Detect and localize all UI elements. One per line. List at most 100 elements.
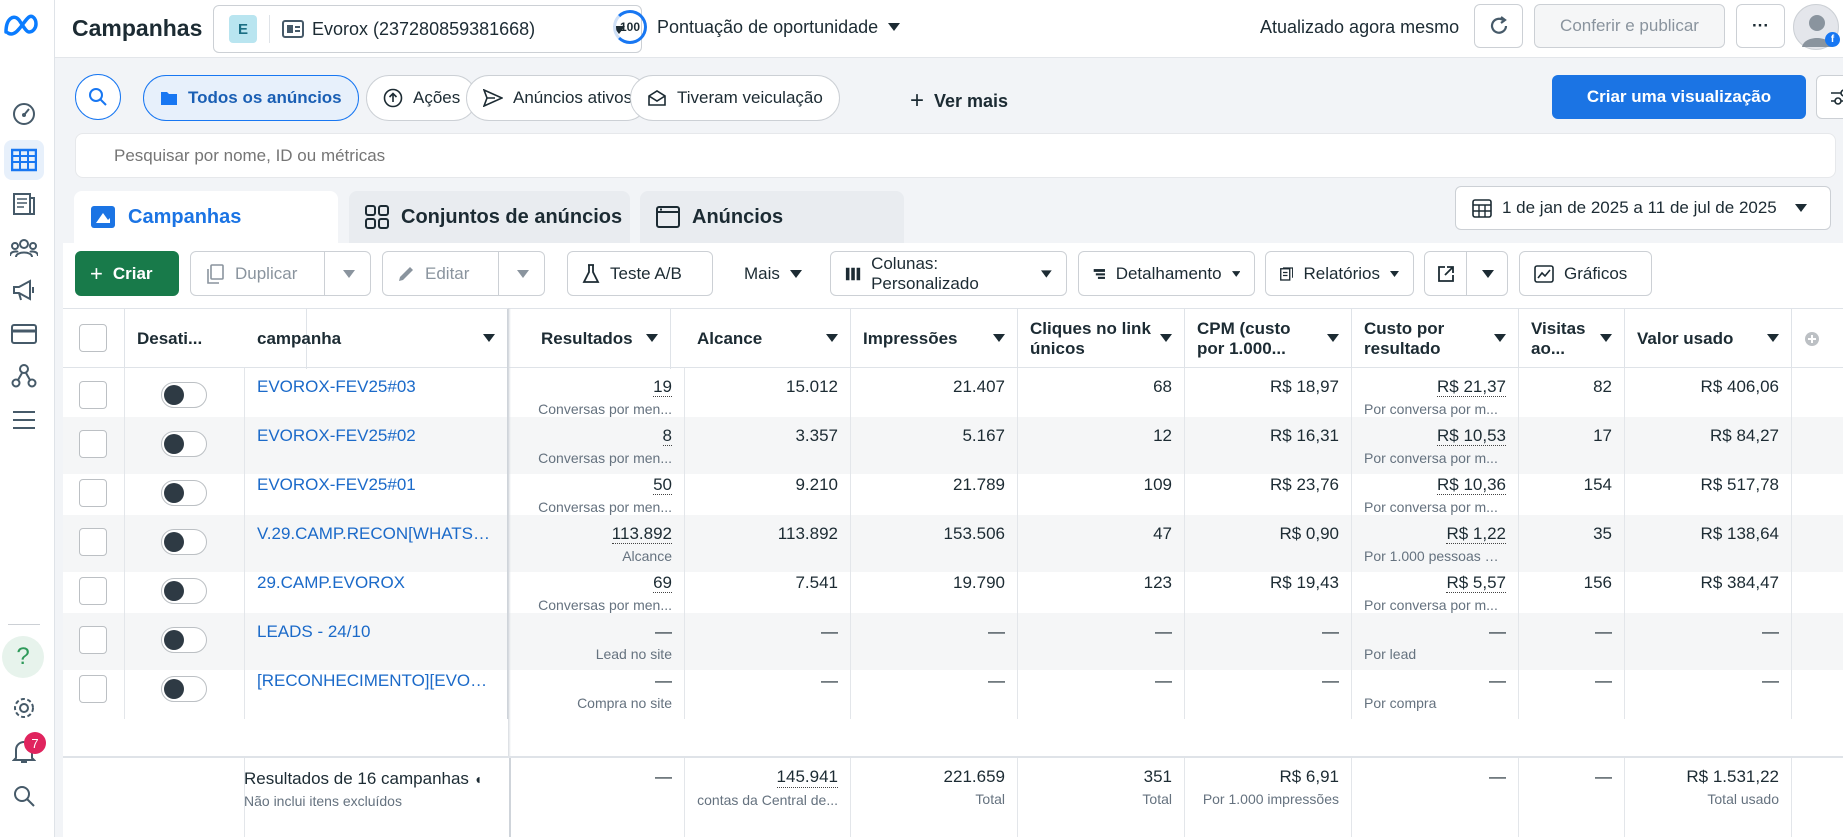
delivery-toggle[interactable] xyxy=(161,529,207,555)
search-toggle-button[interactable] xyxy=(75,74,121,120)
header-amount-spent[interactable]: Valor usado xyxy=(1625,309,1792,369)
export-button[interactable] xyxy=(1424,251,1508,296)
row-checkbox[interactable] xyxy=(79,675,107,703)
megaphone-icon[interactable] xyxy=(4,270,44,310)
meta-logo[interactable] xyxy=(2,10,46,38)
row-checkbox[interactable] xyxy=(79,626,107,654)
cell-spent-value: R$ 384,47 xyxy=(1700,573,1779,592)
header-delivery[interactable]: Desati... xyxy=(125,309,307,369)
billing-card-icon[interactable] xyxy=(4,314,44,354)
cell-cpr-value[interactable]: R$ 21,37 xyxy=(1437,377,1506,397)
ads-manager-table-icon[interactable] xyxy=(4,140,44,180)
row-checkbox[interactable] xyxy=(79,528,107,556)
filter-actions[interactable]: Ações xyxy=(366,75,478,121)
cell-cpr-value[interactable]: — xyxy=(1489,622,1506,641)
more-options-button[interactable]: ··· xyxy=(1736,4,1785,48)
create-button[interactable]: + Criar xyxy=(75,251,179,296)
chevron-down-icon[interactable] xyxy=(517,270,529,278)
business-network-icon[interactable] xyxy=(4,356,44,396)
cell-cpr-value[interactable]: R$ 10,36 xyxy=(1437,475,1506,495)
profile-avatar[interactable]: f xyxy=(1793,4,1840,50)
pages-icon[interactable] xyxy=(4,184,44,224)
search-icon[interactable] xyxy=(4,776,44,816)
cell-results-value[interactable]: — xyxy=(655,671,672,690)
header-visits[interactable]: Visitas ao... xyxy=(1519,309,1625,369)
table-row[interactable]: V.29.CAMP.RECON[WHATSA... 113.892 Alcance 1… xyxy=(63,515,1843,572)
charts-button[interactable]: Gráficos xyxy=(1519,251,1652,296)
campaign-name-link[interactable]: [RECONHECIMENTO][EVORO... xyxy=(245,662,509,719)
delivery-toggle[interactable] xyxy=(161,578,207,604)
delivery-toggle[interactable] xyxy=(161,676,207,702)
ab-test-button[interactable]: Teste A/B xyxy=(567,251,713,296)
filter-active-ads[interactable]: Anúncios ativos xyxy=(466,75,650,121)
cell-cpr-sub: Por compra xyxy=(1364,695,1437,711)
menu-hamburger-icon[interactable] xyxy=(4,400,44,440)
cell-cpr-value[interactable]: R$ 10,53 xyxy=(1437,426,1506,446)
info-icon[interactable]: ◖ xyxy=(473,771,483,787)
cell-spent-value: — xyxy=(1762,622,1779,641)
add-column-button[interactable] xyxy=(1792,309,1843,369)
chevron-down-icon[interactable] xyxy=(1482,270,1494,278)
row-checkbox[interactable] xyxy=(79,479,107,507)
account-selector[interactable]: E Evorox (237280859381668) xyxy=(213,5,642,53)
chevron-down-icon[interactable] xyxy=(343,270,355,278)
reports-button[interactable]: Relatórios xyxy=(1265,251,1414,296)
select-all-checkbox[interactable] xyxy=(79,324,107,352)
row-checkbox[interactable] xyxy=(79,381,107,409)
page-title: Campanhas xyxy=(72,15,203,41)
audiences-icon[interactable] xyxy=(4,228,44,268)
row-checkbox[interactable] xyxy=(79,577,107,605)
cell-results-value[interactable]: 69 xyxy=(653,573,672,593)
cell-impressions: 21.407 xyxy=(851,368,1018,425)
header-campaign[interactable]: campanha xyxy=(245,309,509,369)
tab-campaigns[interactable]: Campanhas xyxy=(74,191,338,243)
delivery-toggle[interactable] xyxy=(161,431,207,457)
search-input[interactable] xyxy=(114,145,1835,166)
columns-button[interactable]: Colunas: Personalizado xyxy=(830,251,1067,296)
table-row[interactable]: EVOROX-FEV25#02 8 Conversas por men... 3.35… xyxy=(63,417,1843,474)
cell-results-value[interactable]: 19 xyxy=(653,377,672,397)
cell-cpr-value[interactable]: — xyxy=(1489,671,1506,690)
duplicate-button[interactable]: Duplicar xyxy=(190,251,371,296)
delivery-toggle[interactable] xyxy=(161,627,207,653)
table-row[interactable]: EVOROX-FEV25#03 19 Conversas por men... 15.… xyxy=(63,368,1843,425)
filter-delivered[interactable]: Tiveram veiculação xyxy=(630,75,840,121)
cell-cpr-value[interactable]: R$ 1,22 xyxy=(1446,524,1506,544)
help-icon[interactable]: ? xyxy=(2,636,44,678)
table-row[interactable]: [RECONHECIMENTO][EVORO... — Compra no site… xyxy=(63,662,1843,719)
review-and-publish-button[interactable]: Conferir e publicar xyxy=(1534,4,1725,48)
header-unique-link-clicks[interactable]: Cliques no link únicos xyxy=(1018,309,1185,369)
header-reach[interactable]: Alcance xyxy=(685,309,851,369)
header-clicks-label-1: Cliques no link xyxy=(1030,318,1151,338)
delivery-toggle[interactable] xyxy=(161,480,207,506)
refresh-button[interactable] xyxy=(1474,4,1523,48)
filter-all-ads[interactable]: Todos os anúncios xyxy=(143,75,359,121)
header-impressions[interactable]: Impressões xyxy=(851,309,1018,369)
settings-gear-icon[interactable] xyxy=(4,688,44,728)
tab-adsets[interactable]: Conjuntos de anúncios xyxy=(349,191,630,243)
row-checkbox[interactable] xyxy=(79,430,107,458)
tab-ads[interactable]: Anúncios xyxy=(640,191,904,243)
cell-results-value[interactable]: 113.892 xyxy=(611,524,672,544)
more-actions-button[interactable]: Mais xyxy=(730,251,820,296)
tab-campaigns-label: Campanhas xyxy=(128,205,242,228)
cell-cpr-value[interactable]: R$ 5,57 xyxy=(1446,573,1506,593)
delivery-toggle[interactable] xyxy=(161,382,207,408)
view-settings-button[interactable] xyxy=(1816,75,1843,119)
table-row[interactable]: EVOROX-FEV25#01 50 Conversas por men... 9.2… xyxy=(63,466,1843,523)
see-more-filters[interactable]: + Ver mais xyxy=(910,87,1008,115)
edit-button[interactable]: Editar xyxy=(382,251,545,296)
header-cost-per-result[interactable]: Custo por resultado xyxy=(1352,309,1519,369)
dashboard-gauge-icon[interactable] xyxy=(4,94,44,134)
breakdown-button[interactable]: Detalhamento xyxy=(1078,251,1255,296)
table-row[interactable]: LEADS - 24/10— Lead no site — — — — — Por lead —… xyxy=(63,613,1843,670)
cell-results-value[interactable]: — xyxy=(655,622,672,641)
create-view-button[interactable]: Criar uma visualização xyxy=(1552,75,1806,119)
opportunity-score[interactable]: 100 Pontuação de oportunidade xyxy=(613,10,901,44)
summary-reach[interactable]: 145.941 xyxy=(776,767,838,788)
date-range-picker[interactable]: 1 de jan de 2025 a 11 de jul de 2025 xyxy=(1455,186,1831,230)
header-cpm[interactable]: CPM (custo por 1.000... xyxy=(1185,309,1352,369)
header-results[interactable]: Resultados xyxy=(511,309,671,369)
cell-results-value[interactable]: 50 xyxy=(653,475,672,495)
cell-results-value[interactable]: 8 xyxy=(662,426,672,446)
